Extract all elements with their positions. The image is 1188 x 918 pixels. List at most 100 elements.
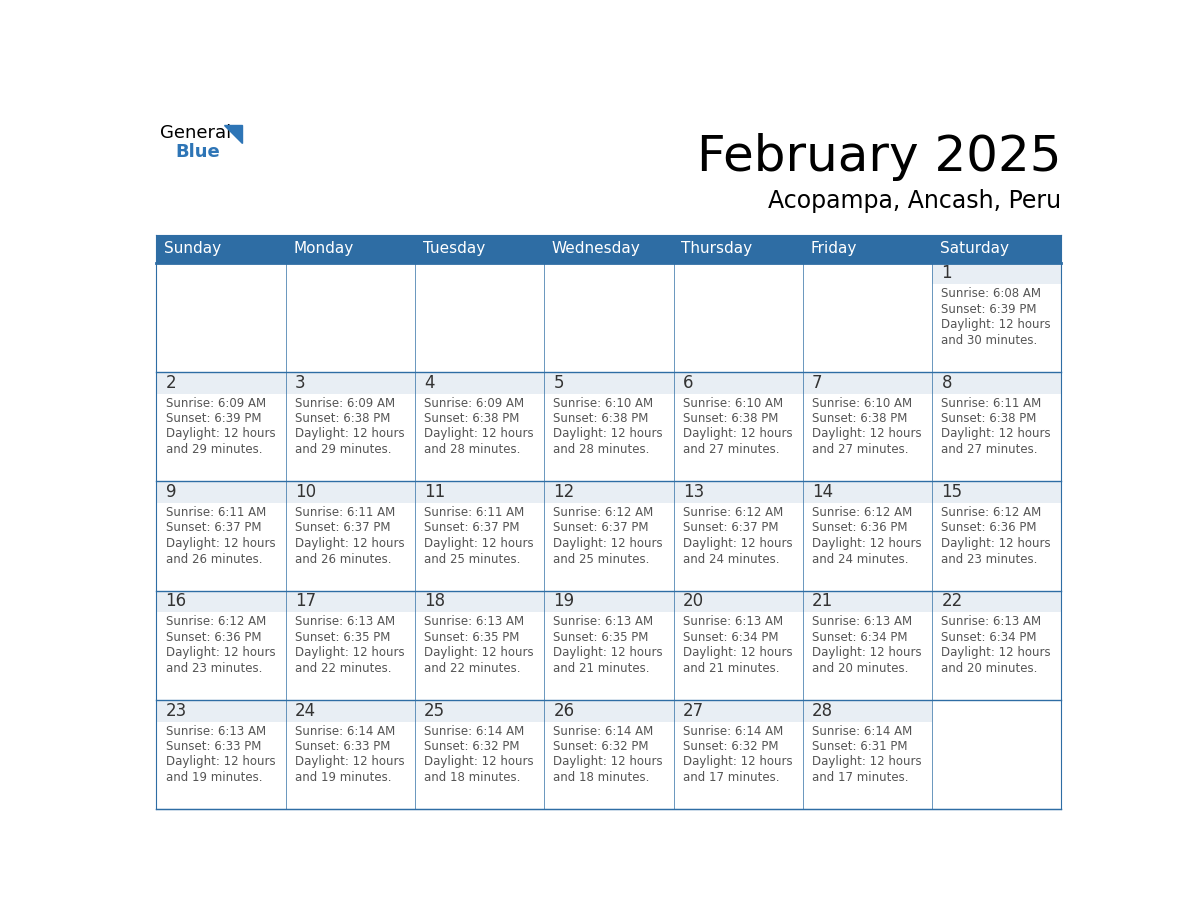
Bar bbox=[933, 590, 1061, 612]
Bar bbox=[674, 700, 803, 722]
Bar bbox=[415, 263, 544, 372]
Bar bbox=[285, 263, 415, 372]
Bar bbox=[803, 590, 933, 612]
Bar bbox=[544, 590, 674, 612]
Bar bbox=[415, 590, 544, 612]
Text: 1: 1 bbox=[941, 264, 952, 283]
Text: 27: 27 bbox=[683, 701, 704, 720]
Text: Daylight: 12 hours
and 20 minutes.: Daylight: 12 hours and 20 minutes. bbox=[941, 646, 1051, 675]
Text: Sunrise: 6:10 AM: Sunrise: 6:10 AM bbox=[554, 397, 653, 409]
Text: Sunset: 6:38 PM: Sunset: 6:38 PM bbox=[295, 412, 390, 425]
Text: Sunrise: 6:14 AM: Sunrise: 6:14 AM bbox=[554, 724, 653, 738]
Text: Sunrise: 6:13 AM: Sunrise: 6:13 AM bbox=[683, 615, 783, 628]
Text: Sunset: 6:38 PM: Sunset: 6:38 PM bbox=[813, 412, 908, 425]
Bar bbox=[803, 372, 933, 481]
Bar bbox=[285, 235, 415, 263]
Bar bbox=[803, 263, 933, 372]
Text: Daylight: 12 hours
and 30 minutes.: Daylight: 12 hours and 30 minutes. bbox=[941, 318, 1051, 347]
Bar bbox=[415, 700, 544, 722]
Text: Daylight: 12 hours
and 18 minutes.: Daylight: 12 hours and 18 minutes. bbox=[554, 756, 663, 784]
Text: Sunrise: 6:09 AM: Sunrise: 6:09 AM bbox=[424, 397, 524, 409]
Text: Sunset: 6:33 PM: Sunset: 6:33 PM bbox=[295, 740, 390, 753]
Text: Daylight: 12 hours
and 28 minutes.: Daylight: 12 hours and 28 minutes. bbox=[554, 428, 663, 456]
Text: Sunset: 6:35 PM: Sunset: 6:35 PM bbox=[424, 631, 519, 644]
Bar bbox=[285, 590, 415, 612]
Bar bbox=[544, 372, 674, 481]
Bar bbox=[157, 481, 285, 503]
Bar bbox=[544, 481, 674, 503]
Text: 18: 18 bbox=[424, 592, 446, 610]
Bar bbox=[933, 372, 1061, 394]
Text: 3: 3 bbox=[295, 374, 305, 392]
Text: Sunset: 6:38 PM: Sunset: 6:38 PM bbox=[683, 412, 778, 425]
Bar bbox=[803, 700, 933, 810]
Bar bbox=[544, 372, 674, 394]
Text: Daylight: 12 hours
and 19 minutes.: Daylight: 12 hours and 19 minutes. bbox=[295, 756, 404, 784]
Bar bbox=[157, 700, 285, 722]
Text: Daylight: 12 hours
and 24 minutes.: Daylight: 12 hours and 24 minutes. bbox=[813, 537, 922, 565]
Text: Sunrise: 6:12 AM: Sunrise: 6:12 AM bbox=[941, 506, 1042, 519]
Text: Sunset: 6:35 PM: Sunset: 6:35 PM bbox=[554, 631, 649, 644]
Text: Sunset: 6:33 PM: Sunset: 6:33 PM bbox=[165, 740, 261, 753]
Bar bbox=[933, 700, 1061, 810]
Bar bbox=[933, 481, 1061, 590]
Text: Sunset: 6:38 PM: Sunset: 6:38 PM bbox=[941, 412, 1037, 425]
Text: Sunrise: 6:13 AM: Sunrise: 6:13 AM bbox=[424, 615, 524, 628]
Bar bbox=[157, 235, 285, 263]
Bar bbox=[803, 372, 933, 394]
Text: Sunset: 6:38 PM: Sunset: 6:38 PM bbox=[424, 412, 519, 425]
Bar bbox=[544, 590, 674, 700]
Text: 24: 24 bbox=[295, 701, 316, 720]
Text: Daylight: 12 hours
and 17 minutes.: Daylight: 12 hours and 17 minutes. bbox=[813, 756, 922, 784]
Text: Sunset: 6:37 PM: Sunset: 6:37 PM bbox=[295, 521, 391, 534]
Text: 21: 21 bbox=[813, 592, 833, 610]
Text: Daylight: 12 hours
and 21 minutes.: Daylight: 12 hours and 21 minutes. bbox=[683, 646, 792, 675]
Bar bbox=[285, 372, 415, 394]
Text: Sunrise: 6:10 AM: Sunrise: 6:10 AM bbox=[683, 397, 783, 409]
Text: Thursday: Thursday bbox=[681, 241, 752, 256]
Text: Sunrise: 6:14 AM: Sunrise: 6:14 AM bbox=[295, 724, 396, 738]
Text: Daylight: 12 hours
and 22 minutes.: Daylight: 12 hours and 22 minutes. bbox=[295, 646, 404, 675]
Text: Daylight: 12 hours
and 29 minutes.: Daylight: 12 hours and 29 minutes. bbox=[165, 428, 276, 456]
Text: Sunrise: 6:14 AM: Sunrise: 6:14 AM bbox=[683, 724, 783, 738]
Bar bbox=[415, 590, 544, 700]
Text: Sunrise: 6:10 AM: Sunrise: 6:10 AM bbox=[813, 397, 912, 409]
Text: 26: 26 bbox=[554, 701, 575, 720]
Text: 16: 16 bbox=[165, 592, 187, 610]
Text: Tuesday: Tuesday bbox=[423, 241, 485, 256]
Text: 15: 15 bbox=[941, 483, 962, 501]
Bar bbox=[674, 263, 803, 372]
Bar bbox=[157, 481, 285, 590]
Polygon shape bbox=[225, 125, 241, 143]
Text: Daylight: 12 hours
and 23 minutes.: Daylight: 12 hours and 23 minutes. bbox=[165, 646, 276, 675]
Text: 13: 13 bbox=[683, 483, 704, 501]
Bar bbox=[674, 372, 803, 394]
Text: Daylight: 12 hours
and 27 minutes.: Daylight: 12 hours and 27 minutes. bbox=[683, 428, 792, 456]
Text: Daylight: 12 hours
and 21 minutes.: Daylight: 12 hours and 21 minutes. bbox=[554, 646, 663, 675]
Text: Sunset: 6:32 PM: Sunset: 6:32 PM bbox=[554, 740, 649, 753]
Text: Sunset: 6:38 PM: Sunset: 6:38 PM bbox=[554, 412, 649, 425]
Text: Blue: Blue bbox=[176, 143, 221, 162]
Text: Sunset: 6:39 PM: Sunset: 6:39 PM bbox=[941, 303, 1037, 316]
Bar bbox=[674, 481, 803, 590]
Text: Sunrise: 6:11 AM: Sunrise: 6:11 AM bbox=[165, 506, 266, 519]
Bar bbox=[933, 590, 1061, 700]
Text: 12: 12 bbox=[554, 483, 575, 501]
Text: 5: 5 bbox=[554, 374, 564, 392]
Bar bbox=[415, 700, 544, 810]
Text: 4: 4 bbox=[424, 374, 435, 392]
Text: Daylight: 12 hours
and 29 minutes.: Daylight: 12 hours and 29 minutes. bbox=[295, 428, 404, 456]
Text: 23: 23 bbox=[165, 701, 187, 720]
Bar bbox=[544, 235, 674, 263]
Bar bbox=[285, 481, 415, 503]
Text: Daylight: 12 hours
and 23 minutes.: Daylight: 12 hours and 23 minutes. bbox=[941, 537, 1051, 565]
Text: 14: 14 bbox=[813, 483, 833, 501]
Text: Sunrise: 6:11 AM: Sunrise: 6:11 AM bbox=[941, 397, 1042, 409]
Bar bbox=[157, 372, 285, 481]
Text: Saturday: Saturday bbox=[940, 241, 1009, 256]
Bar bbox=[544, 700, 674, 722]
Text: 10: 10 bbox=[295, 483, 316, 501]
Text: Sunset: 6:37 PM: Sunset: 6:37 PM bbox=[554, 521, 649, 534]
Text: 9: 9 bbox=[165, 483, 176, 501]
Bar bbox=[933, 263, 1061, 285]
